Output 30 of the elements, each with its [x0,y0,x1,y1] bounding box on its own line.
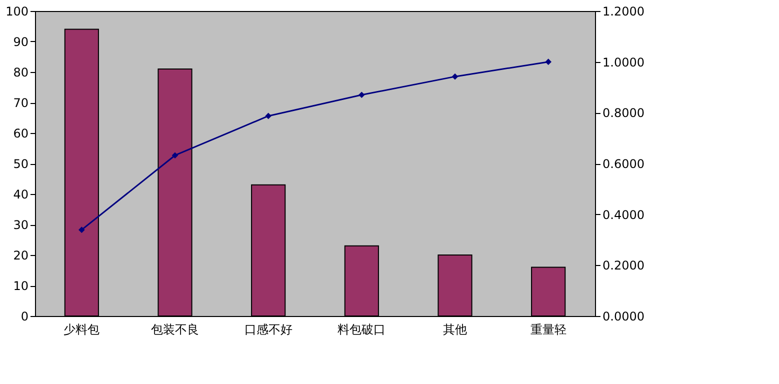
point [358,92,365,98]
y-tick-label: 100 [6,4,28,18]
y-tick-label: 90 [13,35,28,49]
y2-tick-label: 1.0000 [602,55,644,70]
y-tick-label: 30 [13,218,28,232]
x-tick-label: 包装不良 [151,322,199,336]
x-tick-label: 其他 [443,322,467,336]
y-tick-label: 80 [13,66,28,80]
y2-tick-label: 0.8000 [602,106,644,120]
y-tick-label: 0 [20,310,28,324]
point [265,112,272,120]
y-tick-label: 20 [13,248,28,262]
y2-tick-label: 0.6000 [602,157,644,171]
point [545,58,552,65]
y-tick-label: 40 [13,188,28,202]
y-tick-label: 50 [13,157,28,171]
point [78,226,85,233]
y2-tick-label: 0.0000 [602,310,644,324]
y2-tick-label: 0.2000 [602,258,644,273]
y-tick-label: 60 [13,126,28,140]
x-tick-label: 重量轻 [530,322,566,336]
y2-tick-label: 1.2000 [602,4,644,18]
x-tick-label: 料包破口 [338,322,386,336]
y-tick-label: 10 [13,279,28,293]
point [452,73,458,80]
y2-tick-label: 0.4000 [602,208,644,222]
x-tick-label: 口感不好 [244,322,292,336]
point [172,152,178,159]
x-tick-label: 少料包 [64,322,100,336]
y-tick-label: 70 [13,96,28,110]
